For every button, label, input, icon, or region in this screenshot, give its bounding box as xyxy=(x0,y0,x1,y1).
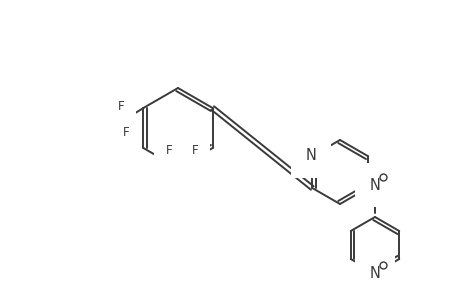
Text: F: F xyxy=(111,112,118,125)
Text: N: N xyxy=(305,148,316,164)
Text: F: F xyxy=(191,145,198,158)
Text: F: F xyxy=(118,100,124,112)
Text: F: F xyxy=(123,125,129,139)
Text: F: F xyxy=(165,145,172,158)
Text: N: N xyxy=(369,266,380,280)
Text: N: N xyxy=(369,178,380,193)
Text: F: F xyxy=(177,136,184,148)
